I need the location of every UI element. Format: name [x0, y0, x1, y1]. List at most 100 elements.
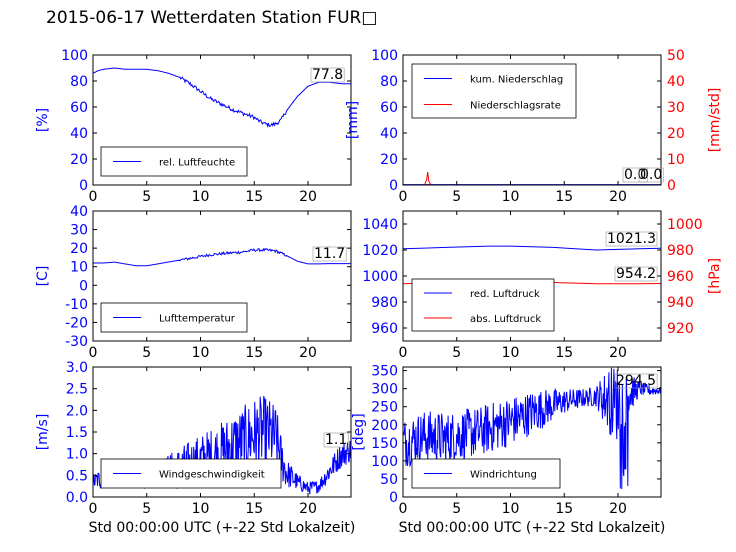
- legend: Windgeschwindigkeit: [100, 458, 282, 489]
- last-value-label-2-box: [638, 167, 664, 183]
- legend: kum. Niederschlag Niederschlagsrate: [411, 63, 577, 119]
- legend: red. Luftdruck abs. Luftdruck: [411, 278, 555, 332]
- legend-label: Niederschlagsrate: [470, 101, 561, 112]
- y-axis-label: [%]: [35, 108, 51, 132]
- y-tick-label: 200: [371, 418, 398, 434]
- y-tick-label: -20: [65, 315, 88, 331]
- y-tick-label: 40: [70, 126, 88, 142]
- y-tick-label: 350: [371, 364, 398, 380]
- y2-tick-label: 920: [667, 321, 694, 337]
- x-tick-label: 15: [555, 501, 573, 517]
- last-value-label-box: [614, 373, 658, 389]
- y-tick-label: 250: [371, 400, 398, 416]
- last-value-label: 294.5: [616, 373, 656, 389]
- x-tick-label: 5: [452, 345, 461, 361]
- x-tick-label: 15: [555, 189, 573, 205]
- x-tick-label: 0: [399, 345, 408, 361]
- y-tick-label: 0.0: [66, 490, 88, 506]
- y2-axis-label: [hPa]: [707, 258, 723, 294]
- last-value-label-2: 0.0: [640, 167, 662, 183]
- y-tick-label: 960: [371, 321, 398, 337]
- y-tick-label: 150: [371, 436, 398, 452]
- chart-pressure: 0 5 10 15 20 960 980 1000 1020 1040 920 940 960 980 10…: [362, 210, 723, 361]
- chart-temperature: 0 5 10 15 20 -30 -20 -10 0 10 20 30 40 [C] Lufttempera…: [35, 204, 352, 361]
- plot-frame: [92, 54, 352, 186]
- last-value-label-box: [310, 67, 345, 83]
- x-tick-label: 5: [142, 189, 151, 205]
- y-tick-label: 20: [70, 152, 88, 168]
- last-value-label: 1021.3: [607, 231, 656, 247]
- y-tick-label: 10: [70, 260, 88, 276]
- y-tick-label: 0: [79, 178, 88, 194]
- x-tick-label: 10: [502, 345, 520, 361]
- last-value-label-box: [605, 231, 658, 247]
- y-tick-label: 50: [380, 472, 398, 488]
- legend-label: Lufttemperatur: [159, 314, 236, 325]
- y2-tick-label: 50: [667, 48, 685, 64]
- y-tick-label: -10: [65, 297, 88, 313]
- y-tick-label: 2.5: [66, 382, 88, 398]
- x-tick-label: 10: [502, 501, 520, 517]
- x-tick-label: 0: [89, 345, 98, 361]
- plot-frame: [402, 54, 662, 186]
- y-tick-label: 60: [380, 100, 398, 116]
- chart-rain: 0 5 10 15 20 0 20 40 60 80 100 0 10 20 30 40 50 [mm] [mm/s…: [345, 48, 723, 205]
- x-tick-label: 20: [299, 345, 317, 361]
- x-tick-label: 5: [452, 501, 461, 517]
- y-tick-label: 100: [371, 454, 398, 470]
- y-tick-label: 100: [371, 48, 398, 64]
- x-tick-label: 5: [452, 189, 461, 205]
- x-axis-label: Std 00:00:00 UTC (+-22 Std Lokalzeit): [399, 520, 666, 536]
- x-tick-label: 15: [555, 345, 573, 361]
- y-tick-label: 300: [371, 382, 398, 398]
- legend: Windrichtung: [411, 458, 561, 489]
- y2-axis-label: [mm/std]: [707, 88, 723, 153]
- x-tick-label: 20: [609, 501, 627, 517]
- y-tick-label: 20: [70, 241, 88, 257]
- y-tick-label: 1020: [362, 243, 398, 259]
- y-tick-label: 0: [389, 490, 398, 506]
- y2-tick-label: 10: [667, 152, 685, 168]
- x-tick-label: 20: [299, 501, 317, 517]
- y2-tick-label: 1000: [667, 217, 703, 233]
- y-tick-label: 0.5: [66, 468, 88, 484]
- y-tick-label: 1.0: [66, 447, 88, 463]
- y-tick-label: 1.5: [66, 425, 88, 441]
- x-axis-label: Std 00:00:00 UTC (+-22 Std Lokalzeit): [89, 520, 356, 536]
- legend-box: [411, 278, 555, 332]
- y-tick-label: 40: [380, 126, 398, 142]
- y2-tick-label: 980: [667, 243, 694, 259]
- x-tick-label: 15: [245, 345, 263, 361]
- y-tick-label: 30: [70, 223, 88, 239]
- x-tick-label: 10: [502, 189, 520, 205]
- legend-box: [411, 63, 577, 119]
- y-tick-label: 40: [70, 204, 88, 220]
- chart-wind-speed: 0 5 10 15 20 0.0 0.5 1.0 1.5 2.0 2.5 3.0 [m/s] Std 00…: [35, 360, 355, 536]
- x-tick-label: 0: [399, 501, 408, 517]
- y-axis-label: [deg]: [351, 413, 367, 450]
- x-tick-label: 20: [609, 189, 627, 205]
- y-tick-label: 2.0: [66, 403, 88, 419]
- x-tick-label: 10: [192, 501, 210, 517]
- y-tick-label: 1040: [362, 217, 398, 233]
- legend-label: Windgeschwindigkeit: [159, 470, 265, 481]
- y-tick-label: 3.0: [66, 360, 88, 376]
- y-tick-label: 1000: [362, 269, 398, 285]
- legend-label: kum. Niederschlag: [470, 75, 563, 86]
- x-tick-label: 15: [245, 501, 263, 517]
- y-tick-label: -30: [65, 334, 88, 350]
- y-axis-label: [C]: [35, 266, 51, 287]
- y2-tick-label: 30: [667, 100, 685, 116]
- series-line-wind-direction-0: [403, 367, 661, 490]
- legend-label: red. Luftdruck: [470, 289, 540, 300]
- last-value-label-box: [622, 167, 648, 183]
- legend: rel. Luftfeuchte: [100, 146, 248, 177]
- y-axis-label: [m/s]: [35, 414, 51, 451]
- x-tick-label: 20: [299, 189, 317, 205]
- series-line-rain-1: [403, 171, 661, 185]
- x-tick-label: 0: [399, 189, 408, 205]
- x-tick-label: 10: [192, 189, 210, 205]
- last-value-label: 11.7: [314, 246, 345, 262]
